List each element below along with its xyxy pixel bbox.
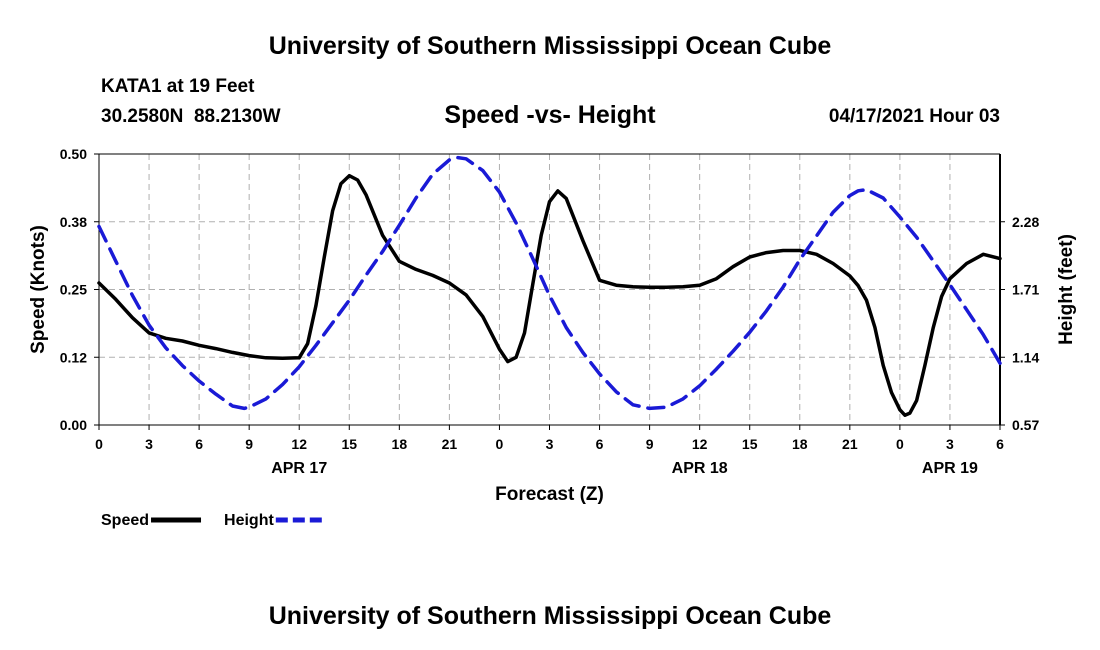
forecast-date: 04/17/2021 Hour 03 (828, 106, 1000, 127)
x-tick-label: 12 (291, 436, 307, 452)
day-label: APR 19 (922, 460, 978, 477)
series-line-height (97, 155, 1002, 411)
x-tick-label: 6 (596, 436, 604, 452)
x-tick-label: 0 (496, 436, 504, 452)
day-label: APR 17 (271, 460, 327, 477)
x-tick-label: 6 (996, 436, 1004, 452)
y-tick-label: 0.00 (60, 417, 87, 433)
x-tick-label: 3 (145, 436, 153, 452)
x-tick-label: 21 (442, 436, 458, 452)
station-name: KATA1 at 19 Feet (101, 76, 255, 97)
x-tick-label: 0 (95, 436, 103, 452)
page-title: University of Southern Mississippi Ocean… (268, 32, 832, 60)
y2-axis-title: Height (feet) (1056, 234, 1077, 345)
x-tick-label: 18 (392, 436, 408, 452)
x-tick-label: 15 (341, 436, 357, 452)
y2-tick-label: 1.71 (1012, 282, 1039, 298)
x-axis-title: Forecast (Z) (495, 484, 604, 505)
day-label: APR 18 (672, 460, 728, 477)
footer-title: University of Southern Mississippi Ocean… (268, 602, 832, 630)
x-tick-label: 9 (646, 436, 654, 452)
x-tick-label: 0 (896, 436, 904, 452)
x-tick-label: 9 (245, 436, 253, 452)
x-tick-label: 18 (792, 436, 808, 452)
series-line-speed (97, 173, 1002, 417)
x-tick-label: 3 (946, 436, 954, 452)
legend-label-speed: Speed (101, 512, 149, 529)
x-tick-label: 21 (842, 436, 858, 452)
x-tick-label: 3 (546, 436, 554, 452)
chart-title: Speed -vs- Height (444, 101, 656, 129)
station-coordinates: 30.2580N 88.2130W (101, 106, 281, 127)
y-tick-label: 0.12 (60, 349, 87, 365)
legend-label-height: Height (224, 512, 274, 529)
x-tick-label: 6 (195, 436, 203, 452)
y2-tick-label: 2.28 (1012, 214, 1039, 230)
x-tick-label: 15 (742, 436, 758, 452)
x-tick-label: 12 (692, 436, 708, 452)
y-tick-label: 0.38 (60, 214, 87, 230)
y-tick-label: 0.25 (60, 282, 87, 298)
y2-tick-label: 1.14 (1012, 349, 1039, 365)
y-tick-label: 0.50 (60, 146, 87, 162)
y-axis-title: Speed (Knots) (28, 225, 49, 354)
y2-tick-label: 0.57 (1012, 417, 1039, 433)
